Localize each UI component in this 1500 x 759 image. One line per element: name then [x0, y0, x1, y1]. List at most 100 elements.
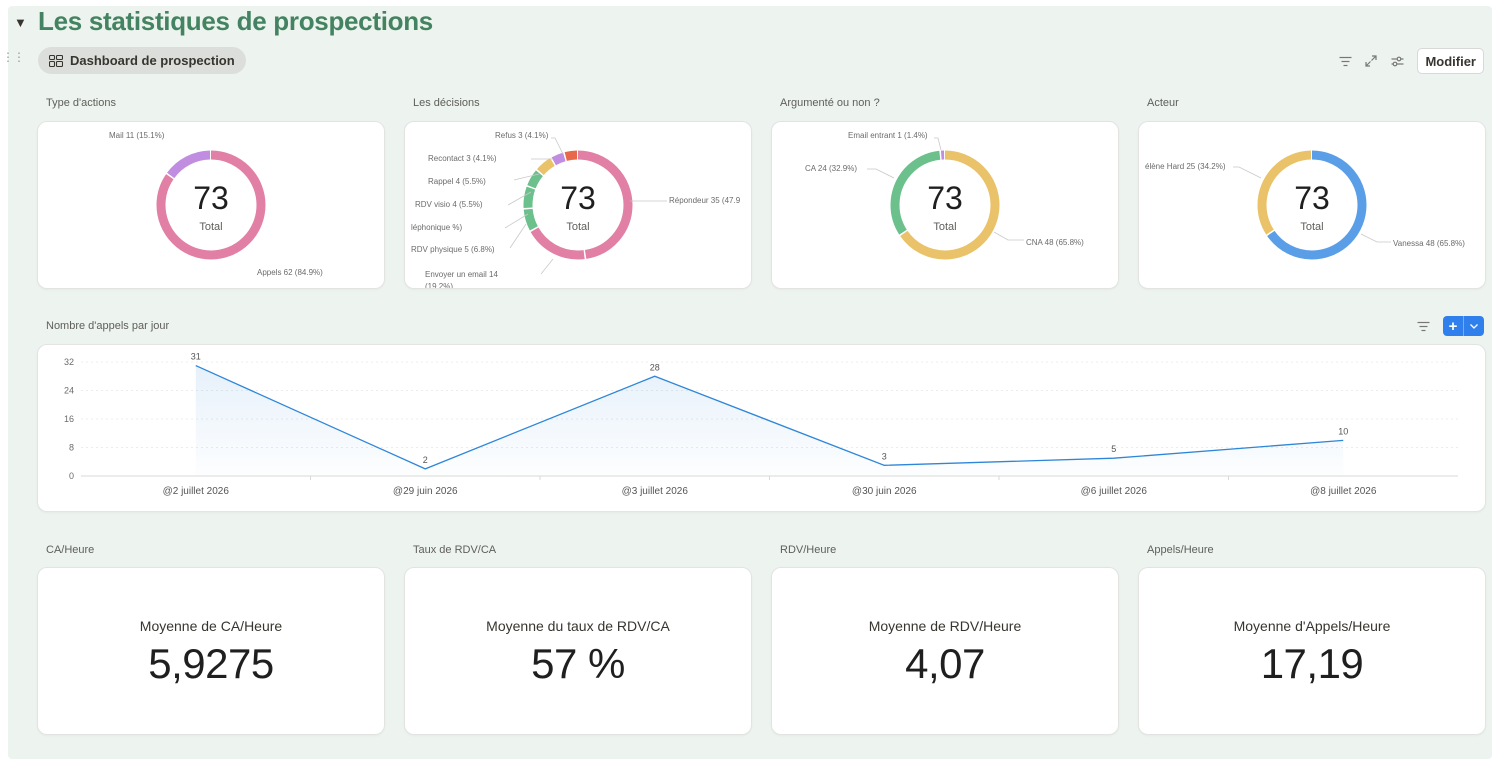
y-axis-ticks: 0 8 16 24 32: [64, 357, 74, 481]
data-label: 31: [191, 352, 201, 362]
leader-lines: [504, 137, 667, 275]
kpi-card-ca-heure[interactable]: Moyenne de CA/Heure 5,9275: [37, 567, 385, 735]
section-label-taux-rdv-ca: Taux de RDV/CA: [413, 544, 497, 556]
donut-total: 73: [193, 180, 229, 216]
kpi-card-rdv-heure[interactable]: Moyenne de RDV/Heure 4,07: [771, 567, 1119, 735]
donut-chart-argumente: [867, 137, 1024, 260]
donut-total: 73: [927, 180, 963, 216]
slice-label: Recontact 3 (4.1%): [428, 154, 497, 163]
x-tick-label: @6 juillet 2026: [1081, 486, 1148, 497]
data-label: 5: [1111, 444, 1116, 454]
section-label-type-actions: Type d'actions: [46, 97, 116, 109]
x-axis-ticks: @2 juillet 2026 @29 juin 2026 @3 juillet 2…: [163, 476, 1377, 497]
x-tick-label: @29 juin 2026: [393, 486, 458, 497]
kpi-label: Moyenne de RDV/Heure: [868, 618, 1022, 634]
donut-slices: [523, 150, 633, 260]
donut-slice[interactable]: [156, 150, 266, 260]
donut-slices: [156, 150, 266, 260]
section-label-acteur: Acteur: [1147, 97, 1179, 109]
section-label-ca-heure: CA/Heure: [46, 544, 95, 556]
slice-label: Envoyer un email 14 (19.2%): [425, 270, 498, 289]
donut-slices: [890, 150, 1000, 260]
donut-slice[interactable]: [890, 150, 1000, 260]
section-label-rdv-heure: RDV/Heure: [780, 544, 837, 556]
data-labels: 31 2 28 3 5 10: [191, 352, 1349, 465]
donut-slice[interactable]: [523, 150, 633, 260]
donut-slice[interactable]: [523, 150, 633, 260]
donut-slice[interactable]: [1257, 150, 1367, 260]
kpi-card-appels-heure[interactable]: Moyenne d'Appels/Heure 17,19: [1138, 567, 1486, 735]
series-line[interactable]: [195, 364, 1344, 470]
kpi-value: 57 %: [531, 640, 625, 687]
line-chart-card[interactable]: 0 8 16 24 32 31 2 28 3 5 10 @2 juillet 2026 @29 ju…: [37, 344, 1486, 512]
donut-card-argumente[interactable]: 73 Total CNA 48 (65.8%) CA 24 (32.9%) Em…: [771, 121, 1119, 289]
kpi-label: Moyenne de CA/Heure: [139, 618, 283, 634]
donut-total-label: Total: [199, 221, 223, 233]
y-tick-label: 8: [69, 443, 74, 453]
filter-icon[interactable]: [1413, 316, 1433, 336]
settings-sliders-icon[interactable]: [1387, 51, 1407, 71]
chart-area: [195, 364, 1344, 476]
x-tick-label: @30 juin 2026: [852, 486, 917, 497]
slice-label: CNA 48 (65.8%): [1026, 238, 1084, 247]
y-tick-label: 24: [64, 386, 74, 396]
slice-label: RDV visio 4 (5.5%): [415, 200, 483, 209]
donut-card-decisions[interactable]: 73 Total Répondeur 35 (47.9 Envoyer un e…: [404, 121, 752, 289]
slice-label: Refus 3 (4.1%): [495, 131, 549, 140]
section-label-decisions: Les décisions: [413, 97, 480, 109]
donut-slice[interactable]: [1257, 150, 1367, 260]
x-tick-label: @3 juillet 2026: [622, 486, 689, 497]
view-tab-dashboard[interactable]: Dashboard de prospection: [38, 47, 246, 74]
data-label: 10: [1338, 426, 1348, 436]
section-label-appels-par-jour: Nombre d'appels par jour: [46, 320, 170, 332]
donut-slice[interactable]: [890, 150, 1000, 260]
leader-lines: [867, 137, 1024, 241]
chevron-down-icon[interactable]: [1463, 316, 1484, 336]
slice-label: RDV physique 5 (6.8%): [411, 245, 495, 254]
donut-chart-decisions: [504, 137, 667, 275]
kpi-value: 17,19: [1260, 640, 1364, 687]
leader-lines: [1233, 166, 1391, 243]
donut-card-type-actions[interactable]: 73 Total Appels 62 (84.9%) Mail 11 (15.1…: [37, 121, 385, 289]
slice-label: Mail 11 (15.1%): [109, 131, 165, 140]
donut-slices: [1257, 150, 1367, 260]
view-tab-label: Dashboard de prospection: [70, 53, 235, 68]
donut-chart-type-actions: [156, 150, 266, 260]
line-chart-tools: +: [1413, 316, 1484, 336]
drag-handle-icon[interactable]: ⋮⋮: [2, 51, 25, 63]
x-tick-label: @2 juillet 2026: [163, 486, 230, 497]
toolbar: Modifier: [1335, 48, 1484, 74]
kpi-label: Moyenne du taux de RDV/CA: [486, 618, 670, 634]
donut-card-acteur[interactable]: 73 Total Vanessa 48 (65.8%) élène Hard 2…: [1138, 121, 1486, 289]
section-label-argumente: Argumenté ou non ?: [780, 97, 880, 109]
kpi-card-taux-rdv-ca[interactable]: Moyenne du taux de RDV/CA 57 %: [404, 567, 752, 735]
donut-total-label: Total: [1300, 221, 1324, 233]
kpi-value: 5,9275: [148, 640, 274, 687]
kpi-value: 4,07: [905, 640, 985, 687]
y-tick-label: 32: [64, 357, 74, 367]
data-label: 2: [423, 455, 428, 465]
data-label: 3: [882, 451, 887, 461]
page-title: Les statistiques de prospections: [38, 6, 433, 36]
data-label: 28: [650, 362, 660, 372]
slice-label: CA 24 (32.9%): [805, 164, 858, 173]
new-button-group: +: [1443, 316, 1484, 336]
slice-label: Appels 62 (84.9%): [257, 268, 323, 277]
slice-label: élène Hard 25 (34.2%): [1145, 162, 1226, 171]
donut-total: 73: [560, 180, 596, 216]
slice-label: Vanessa 48 (65.8%): [1393, 239, 1465, 248]
expand-icon[interactable]: [1361, 51, 1381, 71]
add-icon[interactable]: +: [1448, 317, 1458, 335]
y-tick-label: 16: [64, 414, 74, 424]
donut-slice[interactable]: [523, 150, 633, 260]
donut-chart-acteur: [1233, 150, 1391, 260]
kpi-label: Moyenne d'Appels/Heure: [1233, 618, 1391, 634]
slice-label: Rappel 4 (5.5%): [428, 177, 486, 186]
donut-total-label: Total: [566, 221, 590, 233]
filter-icon[interactable]: [1335, 51, 1355, 71]
donut-total: 73: [1294, 180, 1330, 216]
y-tick-label: 0: [69, 471, 74, 481]
section-label-appels-heure: Appels/Heure: [1147, 544, 1214, 556]
modify-button[interactable]: Modifier: [1417, 48, 1484, 74]
collapse-toggle-icon[interactable]: ▼: [14, 15, 27, 30]
